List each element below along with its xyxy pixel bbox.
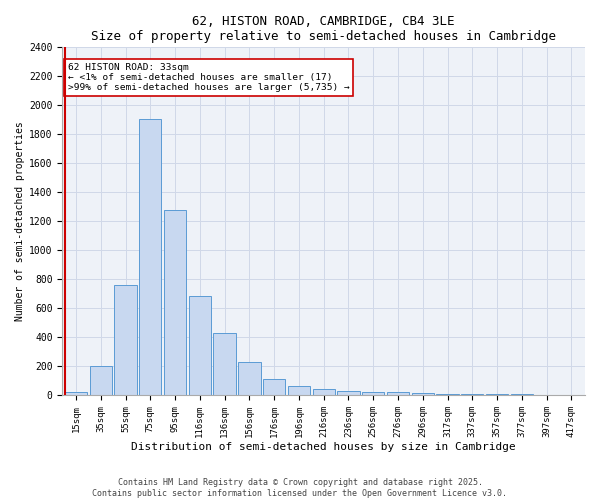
Text: Contains HM Land Registry data © Crown copyright and database right 2025.
Contai: Contains HM Land Registry data © Crown c… <box>92 478 508 498</box>
Bar <box>89 366 112 395</box>
Bar <box>263 379 286 395</box>
Y-axis label: Number of semi-detached properties: Number of semi-detached properties <box>15 121 25 321</box>
Bar <box>115 285 137 395</box>
Bar <box>412 393 434 395</box>
Bar <box>288 386 310 395</box>
Bar <box>337 392 359 395</box>
Bar <box>362 392 385 395</box>
Bar <box>461 394 484 395</box>
Bar <box>486 394 508 395</box>
Bar <box>313 389 335 395</box>
Bar <box>139 120 161 395</box>
Bar <box>189 296 211 395</box>
Bar <box>238 362 260 395</box>
X-axis label: Distribution of semi-detached houses by size in Cambridge: Distribution of semi-detached houses by … <box>131 442 516 452</box>
Title: 62, HISTON ROAD, CAMBRIDGE, CB4 3LE
Size of property relative to semi-detached h: 62, HISTON ROAD, CAMBRIDGE, CB4 3LE Size… <box>91 15 556 43</box>
Bar <box>387 392 409 395</box>
Text: 62 HISTON ROAD: 33sqm
← <1% of semi-detached houses are smaller (17)
>99% of sem: 62 HISTON ROAD: 33sqm ← <1% of semi-deta… <box>68 62 349 92</box>
Bar <box>436 394 458 395</box>
Bar <box>214 332 236 395</box>
Bar <box>511 394 533 395</box>
Bar <box>164 210 186 395</box>
Bar <box>65 392 87 395</box>
